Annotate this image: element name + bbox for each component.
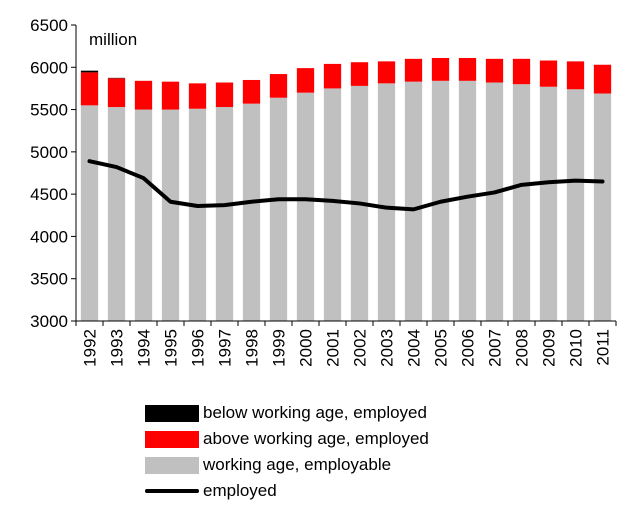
axes-layer	[71, 24, 617, 326]
bar-above-working-age-employed-2007	[485, 58, 504, 83]
bar-working-age-employable-1999	[269, 97, 288, 321]
bar-above-working-age-employed-2004	[404, 58, 423, 82]
legend-item-below-working-age: below working age, employed	[145, 400, 429, 426]
bar-above-working-age-employed-2011	[593, 64, 612, 94]
y-tick-label: 6500	[30, 16, 68, 35]
bar-above-working-age-employed-1998	[242, 79, 261, 104]
y-tick-label: 5500	[30, 101, 68, 120]
x-tick-label: 2000	[297, 329, 316, 367]
bar-above-working-age-employed-2000	[296, 68, 315, 93]
legend-label: working age, employable	[203, 455, 392, 474]
legend-swatch-red	[145, 430, 199, 448]
x-tick-label: 2001	[324, 329, 343, 367]
bar-above-working-age-employed-1996	[188, 83, 207, 109]
x-tick-label: 1995	[162, 329, 181, 367]
bar-above-working-age-employed-2010	[566, 61, 585, 90]
bar-above-working-age-employed-2001	[323, 63, 342, 89]
x-tick-labels: 1992 1993 1994 1995 1996 1997 1998 1999 2000 2001…	[81, 329, 613, 367]
bar-working-age-employable-1994	[134, 109, 153, 321]
x-tick-label: 2011	[594, 329, 613, 366]
bar-above-working-age-employed-1993	[107, 78, 126, 108]
y-tick-label: 5000	[30, 143, 68, 162]
x-tick-label: 1996	[189, 329, 208, 367]
legend-item-working-age: working age, employable	[145, 452, 429, 478]
y-tick-label: 3500	[30, 270, 68, 289]
bar-working-age-employable-2009	[539, 86, 558, 321]
x-tick-label: 1997	[216, 329, 235, 367]
legend-swatch-black	[145, 404, 199, 422]
x-tick-label: 2007	[486, 329, 505, 367]
bar-above-working-age-employed-1994	[134, 80, 153, 110]
x-tick-label: 2002	[351, 329, 370, 367]
x-tick-label: 2004	[405, 329, 424, 367]
bar-working-age-employable-1993	[107, 107, 126, 321]
bar-above-working-age-employed-2002	[350, 62, 369, 86]
legend-label: below working age, employed	[203, 403, 427, 422]
x-tick-label: 1994	[135, 329, 154, 367]
bar-working-age-employable-2010	[566, 89, 585, 321]
bar-working-age-employable-2003	[377, 83, 396, 322]
x-tick-label: 2009	[540, 329, 559, 367]
legend-swatch-grey	[145, 456, 199, 474]
bar-working-age-employable-2004	[404, 81, 423, 321]
legend-item-employed: employed	[145, 478, 429, 504]
y-tick-label: 4000	[30, 227, 68, 246]
bar-above-working-age-employed-2009	[539, 60, 558, 87]
bar-above-working-age-employed-1999	[269, 74, 288, 98]
legend-label: employed	[203, 481, 277, 500]
bar-above-working-age-employed-1992	[80, 72, 99, 106]
x-tick-label: 1998	[243, 329, 262, 367]
x-tick-label: 1992	[81, 329, 100, 367]
bar-working-age-employable-2007	[485, 82, 504, 321]
bar-working-age-employable-2011	[593, 93, 612, 321]
employed-line	[87, 159, 605, 212]
x-tick-label: 2008	[513, 329, 532, 367]
bar-working-age-employable-2008	[512, 84, 531, 321]
bar-working-age-employable-1992	[80, 105, 99, 321]
bar-working-age-employable-1997	[215, 107, 234, 321]
bar-working-age-employable-2006	[458, 80, 477, 322]
bar-above-working-age-employed-2008	[512, 58, 531, 85]
bar-working-age-employable-2000	[296, 92, 315, 322]
unit-label: million	[89, 30, 137, 49]
bar-above-working-age-employed-2005	[431, 57, 450, 81]
bar-below-working-age-employed-1992	[80, 70, 99, 73]
y-tick-label: 4500	[30, 185, 68, 204]
bar-above-working-age-employed-1997	[215, 82, 234, 108]
x-tick-label: 1993	[108, 329, 127, 367]
bar-above-working-age-employed-1995	[161, 81, 180, 110]
bars-layer	[80, 57, 612, 322]
x-tick-label: 2010	[567, 329, 586, 367]
bar-working-age-employable-1998	[242, 103, 261, 321]
bar-above-working-age-employed-2003	[377, 61, 396, 84]
legend-label: above working age, employed	[203, 429, 429, 448]
x-tick-label: 2005	[432, 329, 451, 367]
employed-line-layer	[87, 159, 605, 212]
bar-working-age-employable-1995	[161, 109, 180, 321]
legend: below working age, employed above workin…	[145, 400, 429, 504]
y-tick-label: 3000	[30, 312, 68, 331]
bar-working-age-employable-2001	[323, 88, 342, 321]
legend-swatch-line	[145, 489, 199, 493]
x-tick-label: 2003	[378, 329, 397, 367]
x-tick-label: 1999	[270, 329, 289, 367]
legend-item-above-working-age: above working age, employed	[145, 426, 429, 452]
bar-above-working-age-employed-2006	[458, 57, 477, 81]
bar-working-age-employable-1996	[188, 108, 207, 322]
x-tick-label: 2006	[459, 329, 478, 367]
y-tick-labels: 3000 3500 4000 4500 5000 5500 6000 6500	[30, 16, 68, 331]
y-tick-label: 6000	[30, 58, 68, 77]
